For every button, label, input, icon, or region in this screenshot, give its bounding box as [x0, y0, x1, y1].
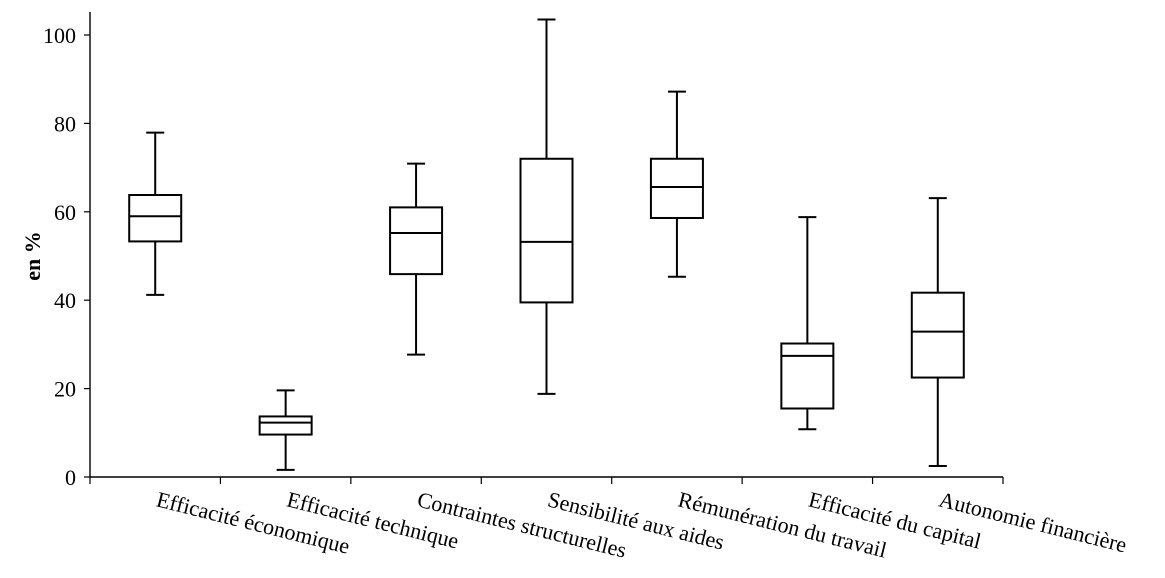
box-item: [519, 18, 574, 395]
iqr-box: [910, 291, 965, 379]
iqr-box: [519, 157, 574, 304]
iqr-box: [258, 415, 313, 436]
iqr-box: [389, 206, 444, 276]
y-axis-label: en %: [20, 231, 45, 281]
y-tick-label: 0: [65, 465, 76, 490]
box-series: [128, 18, 965, 471]
y-tick-label: 100: [43, 23, 76, 48]
iqr-box: [128, 194, 183, 243]
box-item: [389, 162, 444, 356]
x-axis: [89, 476, 1004, 484]
y-tick-label: 20: [54, 377, 76, 402]
y-tick-label: 60: [54, 200, 76, 225]
iqr-box: [780, 342, 835, 410]
y-tick-label: 40: [54, 288, 76, 313]
box-item: [910, 197, 965, 467]
box-item: [780, 216, 835, 431]
box-item: [258, 389, 313, 471]
box-item: [128, 131, 183, 296]
y-tick-label: 80: [54, 111, 76, 136]
box-item: [649, 90, 704, 278]
iqr-box: [649, 157, 704, 219]
y-axis: 0 20 40 60 80 100: [43, 12, 91, 490]
